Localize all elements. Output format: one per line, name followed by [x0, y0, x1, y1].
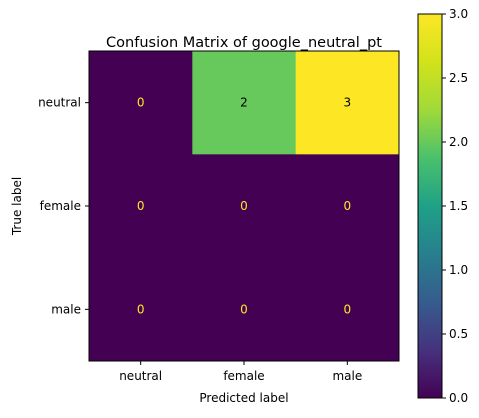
heatmap-cell [295, 51, 400, 155]
y-axis-label: True label [10, 177, 24, 236]
colorbar [417, 13, 443, 399]
colorbar-tick-label: 3.0 [449, 7, 468, 21]
heatmap-cell-value: 0 [137, 302, 145, 316]
chart-title: Confusion Matrix of google_neutral_pt [106, 35, 382, 51]
colorbar-tick-label: 0.0 [449, 391, 468, 405]
heatmap-cell [192, 154, 297, 259]
x-tick-label: neutral [119, 369, 162, 383]
heatmap-cell-value: 0 [240, 302, 248, 316]
colorbar-tick-label: 2.5 [449, 71, 468, 85]
heatmap-cells [89, 51, 400, 362]
heatmap-cell-value: 0 [344, 302, 352, 316]
heatmap-cell-labels: 0 2 3 0 0 0 0 0 0 [137, 96, 351, 317]
heatmap-cell [192, 257, 297, 362]
colorbar-tick-label: 1.5 [449, 199, 468, 213]
heatmap-cell-value: 0 [240, 199, 248, 213]
heatmap-cell-value: 0 [137, 96, 145, 110]
x-axis-ticks: neutral female male [119, 361, 362, 383]
colorbar-tick-label: 2.0 [449, 135, 468, 149]
y-tick-label: neutral [38, 96, 81, 110]
colorbar-tick-label: 1.0 [449, 263, 468, 277]
colorbar-ticks: 0.0 0.5 1.0 1.5 2.0 2.5 3.0 [442, 7, 468, 405]
y-tick-label: female [40, 199, 81, 213]
heatmap-cell [89, 154, 193, 259]
colorbar-tick-label: 0.5 [449, 327, 468, 341]
x-tick-label: male [332, 369, 362, 383]
heatmap-cell [89, 257, 193, 362]
x-axis-label: Predicted label [199, 391, 288, 405]
y-tick-label: male [51, 302, 81, 316]
heatmap-cell [192, 51, 297, 155]
heatmap-cell-value: 0 [344, 199, 352, 213]
heatmap-cell-value: 2 [240, 96, 248, 110]
heatmap-cell-value: 0 [137, 199, 145, 213]
heatmap-cell [295, 257, 400, 362]
heatmap-cell [295, 154, 400, 259]
x-tick-label: female [223, 369, 264, 383]
heatmap-cell-value: 3 [344, 96, 352, 110]
y-axis-ticks: neutral female male [38, 96, 89, 316]
heatmap-cell [89, 51, 193, 155]
